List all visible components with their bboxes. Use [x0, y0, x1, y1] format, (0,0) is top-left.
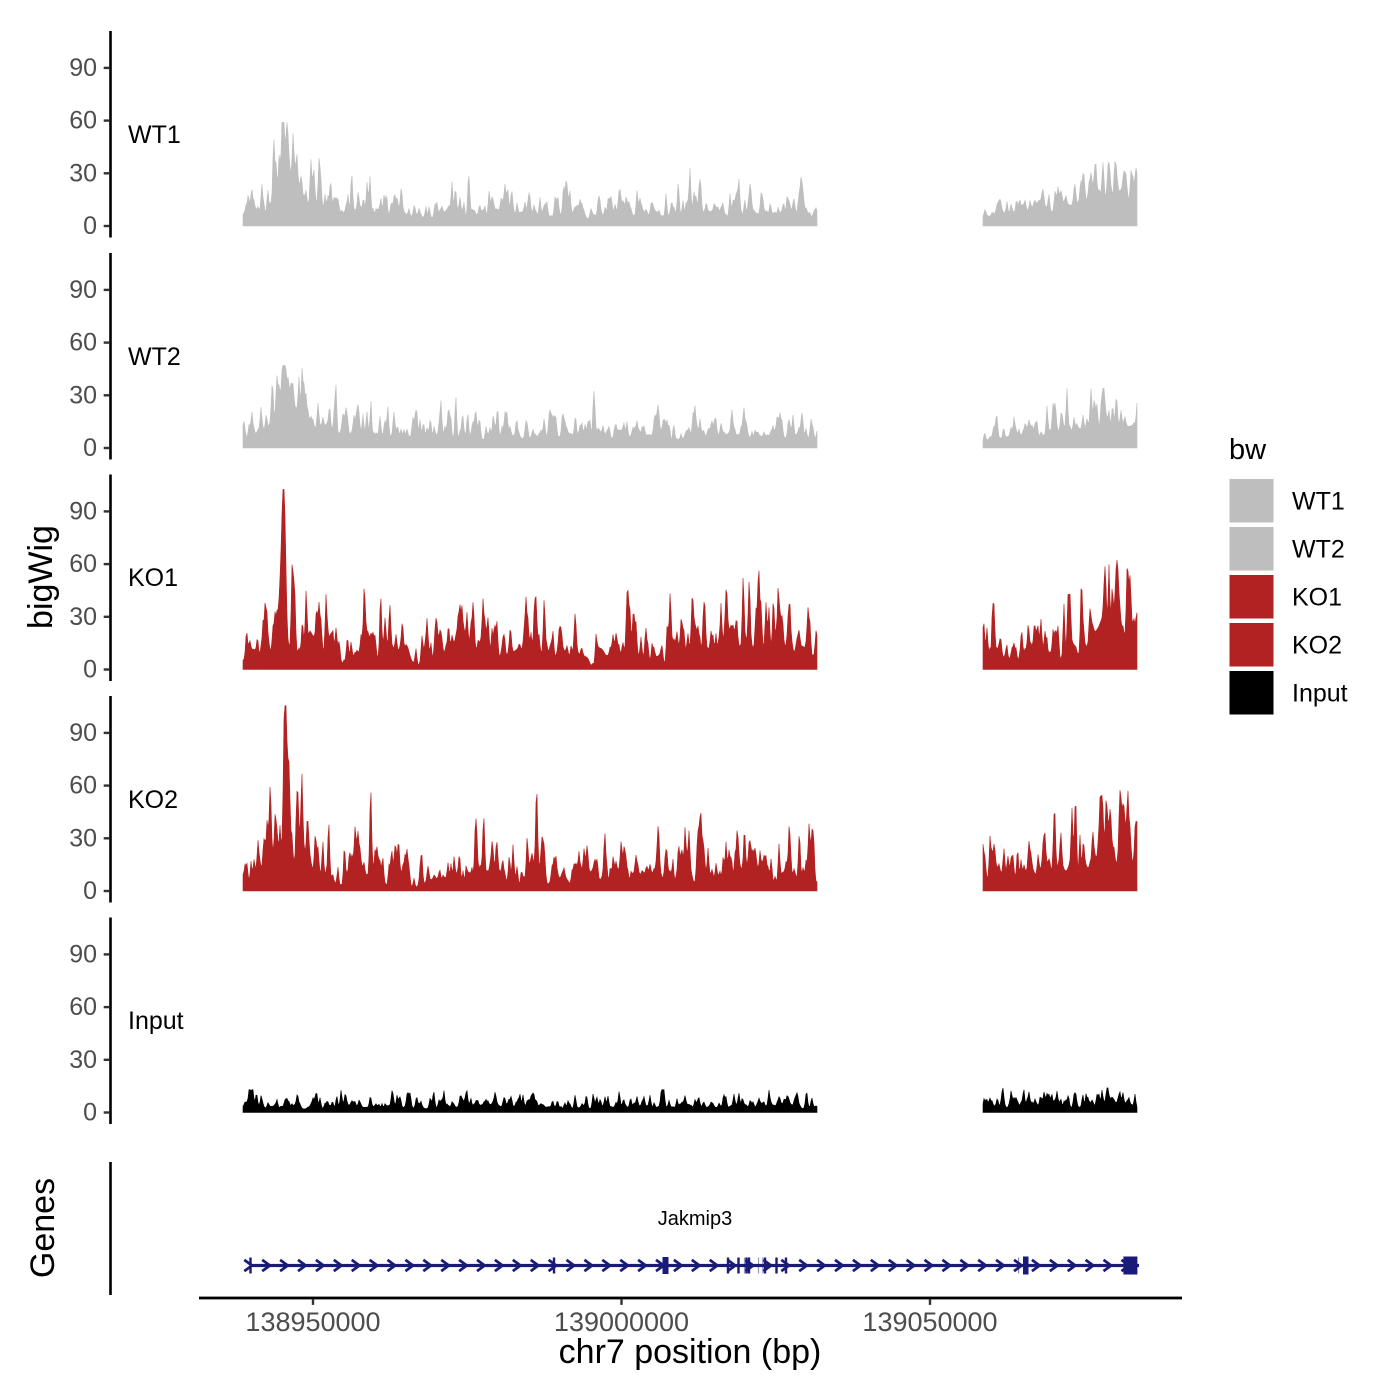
svg-text:WT2: WT2 [1292, 536, 1345, 564]
svg-text:KO1: KO1 [1292, 584, 1342, 612]
svg-text:KO2: KO2 [1292, 632, 1342, 660]
svg-text:60: 60 [69, 550, 97, 578]
svg-text:0: 0 [83, 656, 97, 684]
svg-text:60: 60 [69, 329, 97, 357]
svg-text:90: 90 [69, 497, 97, 525]
svg-text:Jakmip3: Jakmip3 [658, 1208, 732, 1230]
svg-text:60: 60 [69, 107, 97, 135]
svg-text:30: 30 [69, 603, 97, 631]
svg-text:KO1: KO1 [128, 564, 178, 592]
svg-text:138950000: 138950000 [245, 1307, 380, 1337]
svg-text:WT1: WT1 [1292, 488, 1345, 516]
svg-text:0: 0 [83, 877, 97, 905]
svg-text:30: 30 [69, 1046, 97, 1074]
svg-text:139050000: 139050000 [862, 1307, 997, 1337]
svg-text:bw: bw [1229, 434, 1267, 466]
svg-text:139000000: 139000000 [554, 1307, 689, 1337]
svg-text:0: 0 [83, 212, 97, 240]
svg-text:60: 60 [69, 772, 97, 800]
svg-text:0: 0 [83, 434, 97, 462]
svg-text:30: 30 [69, 381, 97, 409]
svg-text:90: 90 [69, 276, 97, 304]
svg-text:Input: Input [1292, 680, 1348, 708]
svg-text:30: 30 [69, 824, 97, 852]
svg-text:WT1: WT1 [128, 121, 181, 149]
svg-text:30: 30 [69, 159, 97, 187]
svg-text:90: 90 [69, 719, 97, 747]
svg-text:90: 90 [69, 940, 97, 968]
svg-text:Input: Input [128, 1007, 184, 1035]
svg-text:chr7 position (bp): chr7 position (bp) [559, 1333, 822, 1371]
svg-text:Genes: Genes [24, 1178, 62, 1278]
svg-text:0: 0 [83, 1099, 97, 1127]
svg-text:KO2: KO2 [128, 786, 178, 814]
svg-text:WT2: WT2 [128, 343, 181, 371]
svg-text:90: 90 [69, 54, 97, 82]
svg-text:bigWig: bigWig [22, 525, 60, 629]
svg-text:60: 60 [69, 993, 97, 1021]
